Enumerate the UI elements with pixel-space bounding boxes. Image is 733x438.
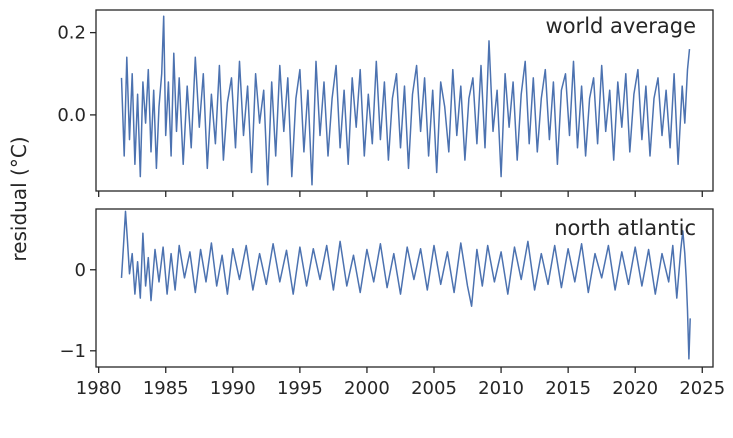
- x-tick-label-1-3: 1995: [277, 378, 323, 399]
- series-line-1-0: [120, 210, 691, 360]
- y-axis-top: 0.0 0.2: [57, 23, 96, 126]
- x-tick-label-1-7: 2015: [545, 378, 591, 399]
- y-tick-label-0-0: 0.0: [57, 105, 86, 126]
- x-axis-top: [98, 191, 703, 197]
- series-line-0-0: [120, 15, 691, 186]
- series-world-average: [120, 15, 691, 186]
- plot-frame-top: [95, 9, 714, 192]
- x-tick-label-1-9: 2025: [679, 378, 725, 399]
- y-tick-label-0-1: 0.2: [57, 23, 86, 44]
- x-tick-label-1-4: 2000: [344, 378, 390, 399]
- y-axis-bottom: −1 0: [59, 260, 96, 362]
- series-north-atlantic: [120, 210, 691, 360]
- x-tick-label-1-8: 2020: [612, 378, 658, 399]
- x-axis-bottom: 1980 1985 1990 1995 2000 2005 2010 2015 2020 2025: [76, 367, 725, 399]
- panel-north-atlantic: 1980 1985 1990 1995 2000 2005 2010 2015 2020 2025…: [59, 208, 725, 399]
- y-axis-label: residual (°C): [7, 136, 31, 261]
- x-tick-label-1-1: 1985: [143, 378, 189, 399]
- panel-label-world-average: world average: [546, 14, 696, 38]
- x-tick-label-1-6: 2010: [478, 378, 524, 399]
- panel-label-north-atlantic: north atlantic: [554, 216, 696, 240]
- y-tick-label-1-1: 0: [75, 260, 86, 281]
- x-tick-label-1-0: 1980: [76, 378, 122, 399]
- x-tick-label-1-2: 1990: [210, 378, 256, 399]
- x-tick-label-1-5: 2005: [411, 378, 457, 399]
- plot-frame-bottom: [95, 208, 714, 368]
- y-tick-label-1-0: −1: [59, 341, 86, 362]
- panel-world-average: 0.0 0.2 world average: [57, 9, 714, 197]
